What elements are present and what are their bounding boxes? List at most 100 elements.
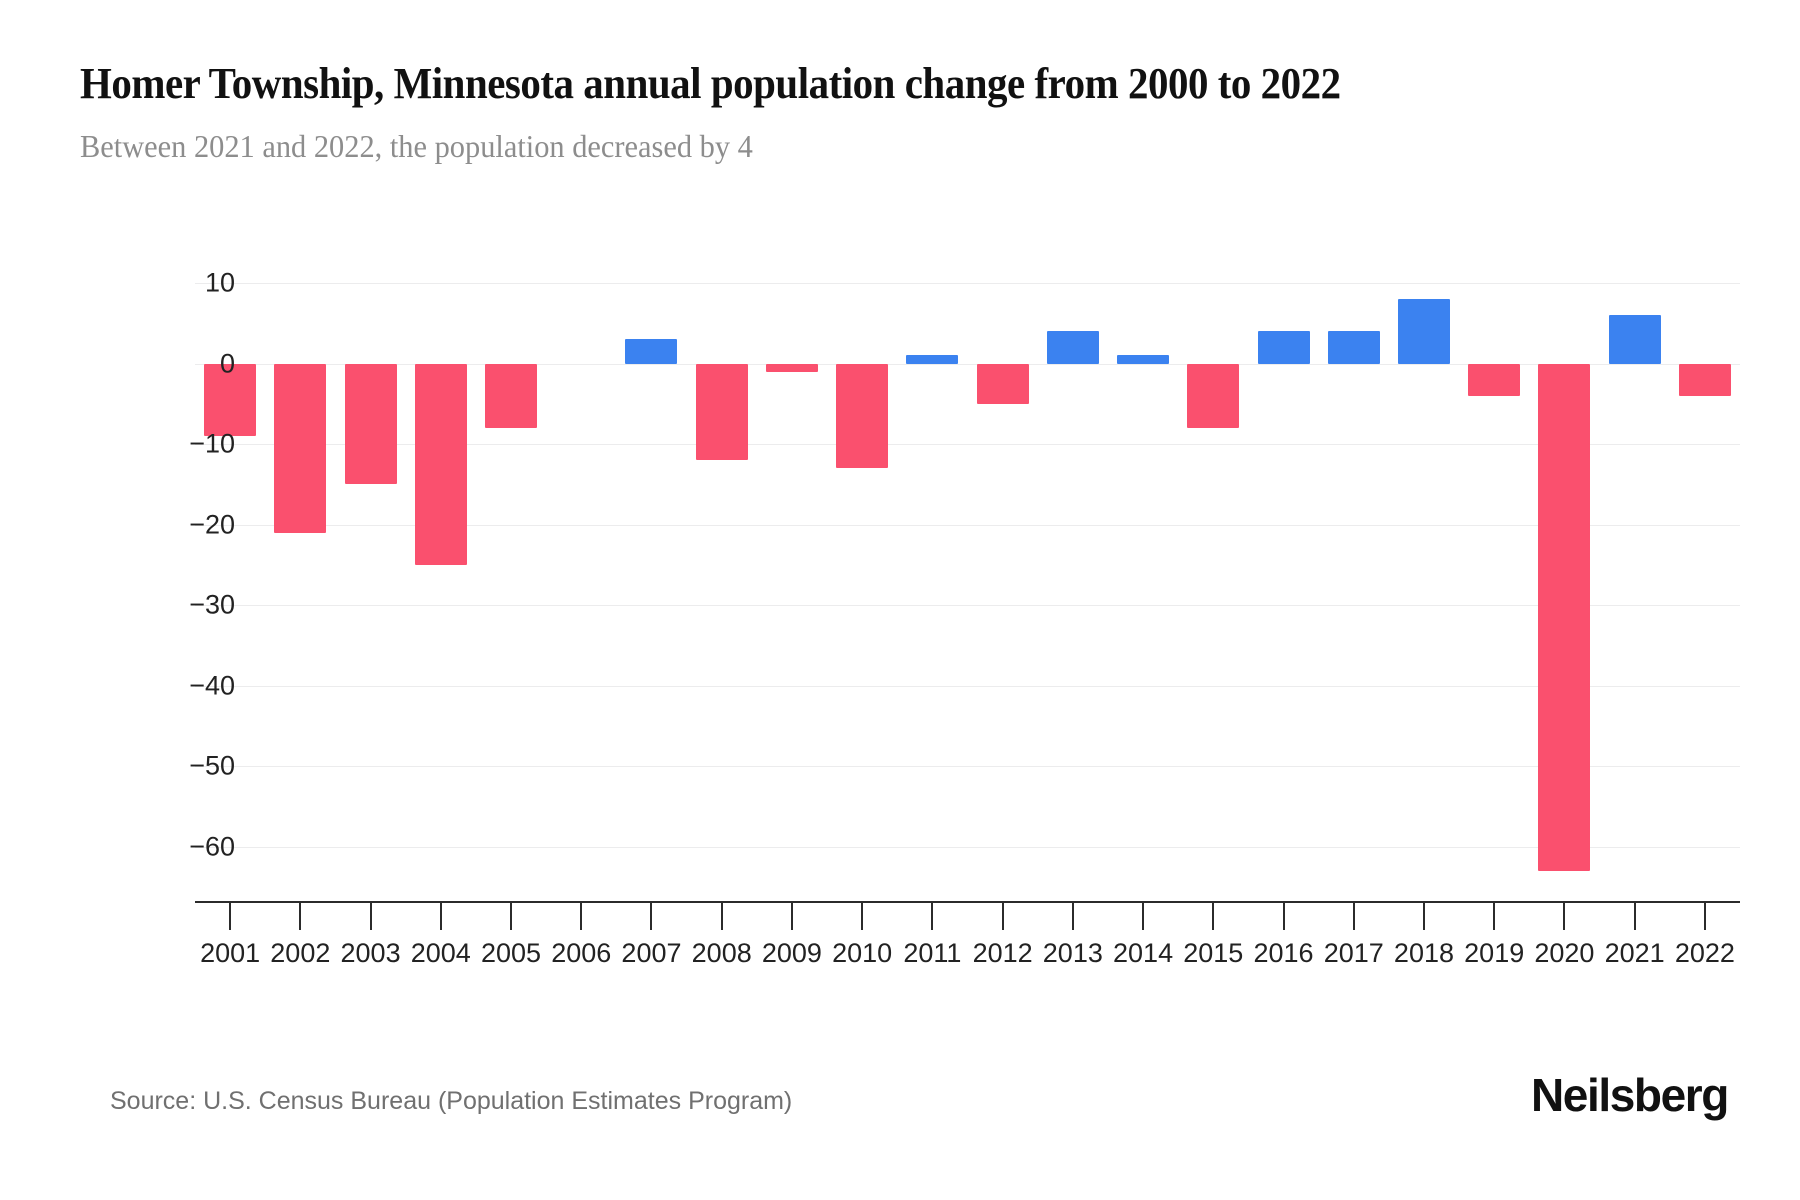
x-axis-tick-label: 2001 <box>200 938 261 968</box>
bar-column[interactable] <box>1459 283 1529 901</box>
gridline <box>195 444 1740 446</box>
x-axis-tick <box>439 903 442 930</box>
x-axis-tick-label: 2012 <box>972 938 1033 968</box>
x-axis-tick-label: 2017 <box>1323 938 1384 968</box>
bar-positive[interactable] <box>625 339 678 364</box>
y-axis-tick-label: −60 <box>189 831 235 862</box>
bar-column[interactable] <box>1670 283 1740 901</box>
x-axis-tick <box>1352 903 1355 930</box>
bar-column[interactable] <box>1038 283 1108 901</box>
bar-column[interactable] <box>687 283 757 901</box>
x-axis-tick <box>299 903 302 930</box>
y-axis-tick-label: −20 <box>189 509 235 540</box>
x-axis-tick <box>790 903 793 930</box>
bar-column[interactable] <box>476 283 546 901</box>
x-axis-tick <box>1142 903 1145 930</box>
bar-negative[interactable] <box>695 363 748 461</box>
x-axis-tick <box>861 903 864 930</box>
bar-negative[interactable] <box>485 363 538 428</box>
x-axis-tick-label: 2013 <box>1042 938 1103 968</box>
page-title: Homer Township, Minnesota annual populat… <box>80 59 1341 108</box>
plot-area <box>195 283 1740 901</box>
y-axis-tick-label: 10 <box>204 267 235 298</box>
bar-negative[interactable] <box>1187 363 1240 428</box>
bar-column[interactable] <box>265 283 335 901</box>
x-axis-tick-label: 2011 <box>903 938 962 968</box>
x-axis-tick <box>1282 903 1285 930</box>
gridline <box>195 283 1740 284</box>
bar-column[interactable] <box>1319 283 1389 901</box>
bar-column[interactable] <box>1389 283 1459 901</box>
x-axis-tick <box>931 903 934 930</box>
x-axis-tick-label: 2016 <box>1253 938 1314 968</box>
bar-column[interactable] <box>968 283 1038 901</box>
x-axis-tick-label: 2020 <box>1534 938 1595 968</box>
bar-positive[interactable] <box>906 355 959 364</box>
bar-column[interactable] <box>1108 283 1178 901</box>
bar-column[interactable] <box>1529 283 1599 901</box>
bar-negative[interactable] <box>1678 363 1731 396</box>
bar-negative[interactable] <box>414 363 467 565</box>
bar-column[interactable] <box>827 283 897 901</box>
bar-column[interactable] <box>546 283 616 901</box>
bar-column[interactable] <box>897 283 967 901</box>
bar-column[interactable] <box>1248 283 1318 901</box>
gridline <box>195 685 1740 687</box>
bar-negative[interactable] <box>1468 363 1521 396</box>
gridline <box>195 524 1740 526</box>
bar-column[interactable] <box>757 283 827 901</box>
y-axis-tick-label: −10 <box>189 428 235 459</box>
bar-negative[interactable] <box>765 363 818 372</box>
x-axis-tick-label: 2007 <box>621 938 682 968</box>
bar-positive[interactable] <box>1046 331 1099 364</box>
bar-negative[interactable] <box>976 363 1029 404</box>
zero-gridline <box>195 363 1740 365</box>
x-axis-tick-label: 2009 <box>761 938 822 968</box>
gridline <box>195 846 1740 848</box>
x-axis-tick-label: 2010 <box>832 938 893 968</box>
x-axis-tick-label: 2022 <box>1674 938 1735 968</box>
x-axis-tick-label: 2008 <box>691 938 752 968</box>
bar-negative[interactable] <box>274 363 327 533</box>
x-axis-tick-label: 2015 <box>1183 938 1244 968</box>
x-axis-tick-label: 2019 <box>1464 938 1525 968</box>
x-axis-tick-label: 2004 <box>410 938 471 968</box>
x-axis-tick-label: 2014 <box>1113 938 1174 968</box>
bar-negative[interactable] <box>204 363 257 436</box>
x-axis-tick <box>580 903 583 930</box>
bar-column[interactable] <box>1600 283 1670 901</box>
bar-positive[interactable] <box>1117 355 1170 364</box>
bar-column[interactable] <box>616 283 686 901</box>
bar-negative[interactable] <box>344 363 397 485</box>
x-axis-tick <box>650 903 653 930</box>
x-axis-tick <box>369 903 372 930</box>
bar-negative[interactable] <box>1538 363 1591 871</box>
bar-series <box>195 283 1740 901</box>
x-axis-line <box>195 901 1740 903</box>
gridline <box>195 605 1740 607</box>
x-axis-tick <box>1493 903 1496 930</box>
x-axis-tick <box>1703 903 1706 930</box>
bar-positive[interactable] <box>1257 331 1310 364</box>
y-axis-tick-label: −30 <box>189 589 235 620</box>
y-axis-tick-label: −50 <box>189 750 235 781</box>
x-axis-tick-label: 2018 <box>1393 938 1454 968</box>
x-axis-tick <box>1633 903 1636 930</box>
bar-column[interactable] <box>195 283 265 901</box>
x-axis-tick-label: 2002 <box>270 938 331 968</box>
source-note: Source: U.S. Census Bureau (Population E… <box>110 1087 793 1115</box>
bar-positive[interactable] <box>1397 299 1450 364</box>
gridline <box>195 766 1740 768</box>
bar-column[interactable] <box>335 283 405 901</box>
bar-column[interactable] <box>406 283 476 901</box>
y-axis-tick-label: 0 <box>219 348 235 379</box>
x-axis-tick-label: 2021 <box>1604 938 1665 968</box>
bar-positive[interactable] <box>1327 331 1380 364</box>
x-axis-tick <box>1212 903 1215 930</box>
bar-column[interactable] <box>1178 283 1248 901</box>
bar-negative[interactable] <box>836 363 889 469</box>
x-axis-tick <box>720 903 723 930</box>
x-axis-tick <box>1071 903 1074 930</box>
bar-positive[interactable] <box>1608 315 1661 364</box>
